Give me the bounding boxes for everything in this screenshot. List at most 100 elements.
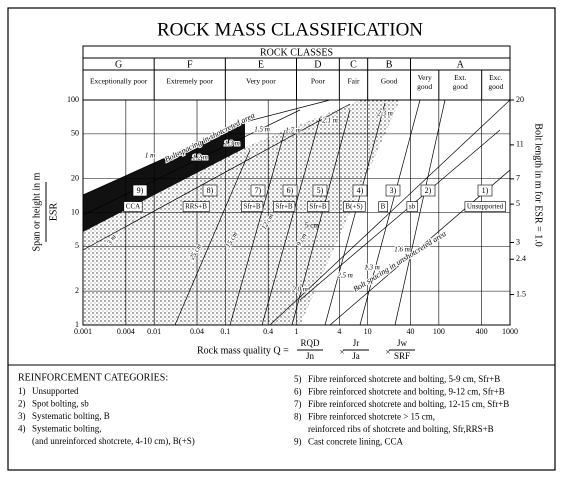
label-box <box>420 184 436 197</box>
y2-tick-label: 1.5 <box>516 289 526 298</box>
category-label: 3) <box>390 186 397 195</box>
y-tick-label: 100 <box>67 95 79 104</box>
category-label: 4) <box>357 186 364 195</box>
y2-tick-label: 3 <box>516 237 520 246</box>
annotation: 1.5 m <box>254 126 270 134</box>
label-box <box>378 201 388 212</box>
y-label: Span or height in m <box>31 172 42 251</box>
label-box <box>132 184 148 197</box>
y2-label: Bolt length in m for ESR = 1.0 <box>533 123 544 246</box>
annotation: 1.6 m <box>394 246 410 254</box>
word: Exc. <box>489 73 503 82</box>
annotation: 2.5 m <box>337 272 353 280</box>
category-code: sb <box>409 203 416 211</box>
category-label: 9) <box>137 186 144 195</box>
x-tick-label: 400 <box>476 327 488 336</box>
operator: × <box>339 347 344 357</box>
label-box <box>282 184 298 197</box>
x-tick-label: 0.001 <box>74 327 92 336</box>
category-code: B <box>381 203 386 211</box>
legend-number: 5) <box>294 374 302 384</box>
legend-text: reinforced ribs of shotcrete and bolting… <box>308 424 494 434</box>
y2-tick-label: 11 <box>516 140 524 149</box>
legend-text: Unsupported <box>32 386 79 396</box>
y-tick-label: 50 <box>71 129 79 138</box>
annotation: Bolt spacing in unshotcreted area <box>352 229 448 294</box>
legend-text: Fibre reinforced shotcrete > 15 cm, <box>308 412 435 422</box>
class-description: Good <box>381 77 398 86</box>
label-box <box>307 201 330 212</box>
y2-tick-label: 2.4 <box>516 254 526 263</box>
class-letter: B <box>386 59 393 70</box>
class-description: Exc. good <box>488 73 503 91</box>
legend-text: Fibre reinforced shotcrete and bolting, … <box>308 374 500 384</box>
numerator: RQD <box>300 338 320 348</box>
label-box <box>352 184 368 197</box>
numerator: Jw <box>397 338 408 348</box>
x-tick-label: 0.4 <box>263 327 273 336</box>
legend-text: (and unreinforced shotcrete, 4-10 cm), B… <box>32 436 195 446</box>
legend-text: Fibre reinforced shotcrete and bolting, … <box>308 399 509 409</box>
class-letter: A <box>457 59 465 70</box>
x-tick-label: 0.04 <box>190 327 204 336</box>
annotation: 2.0 m <box>292 286 308 294</box>
x-tick-label: 10 <box>364 327 372 336</box>
class-letter: D <box>314 59 321 70</box>
legend-number: 9) <box>294 437 302 447</box>
class-description: Fair <box>347 77 360 86</box>
label-box <box>202 184 218 197</box>
category-label: 1) <box>482 186 489 195</box>
label-box <box>182 201 210 212</box>
class-letter: F <box>187 59 193 70</box>
legend-text: Systematic bolting, <box>32 424 102 434</box>
x-tick-label: 0.1 <box>220 327 230 336</box>
legend-number: 6) <box>294 387 302 397</box>
legend-text: Systematic bolting, B <box>32 411 110 421</box>
class-description: Very poor <box>246 77 276 86</box>
legend-number: 3) <box>18 411 26 421</box>
category-code: CCA <box>126 203 140 211</box>
class-description: Extremely poor <box>166 77 213 86</box>
category-code: Sfr+B <box>309 203 327 211</box>
denominator: Jn <box>306 351 315 361</box>
annotation: 2.3 m <box>377 110 393 118</box>
class-letter: G <box>115 59 122 70</box>
legend-number: 2) <box>18 399 26 409</box>
legend-number: 4) <box>18 424 26 434</box>
y-tick-label: 2 <box>75 286 79 295</box>
label-box <box>385 184 401 197</box>
label-box <box>241 201 264 212</box>
label-box <box>123 201 143 212</box>
numerator: Jr <box>353 338 360 348</box>
class-description: Exceptionally poor <box>90 77 148 86</box>
category-label: 5) <box>317 186 324 195</box>
class-letter: C <box>350 59 357 70</box>
legend-number: 1) <box>18 386 26 396</box>
label-box <box>477 184 493 197</box>
y-tick-label: 1 <box>75 320 79 329</box>
label-box <box>343 201 366 212</box>
label-box <box>464 201 506 212</box>
word: Ext. <box>454 73 466 82</box>
category-label: 8) <box>207 186 214 195</box>
legend-text: Cast concrete lining, CCA <box>308 437 403 447</box>
class-description: Ext. good <box>453 73 468 91</box>
x-tick-label: 40 <box>407 327 415 336</box>
annotation: 1.3 m <box>224 140 240 148</box>
category-label: 2) <box>425 186 432 195</box>
category-code: RRS+B <box>185 203 207 211</box>
category-code: Sfr+B <box>243 203 261 211</box>
y2-tick-label: 5 <box>516 199 520 208</box>
label-box <box>273 201 296 212</box>
y2-tick-label: 20 <box>516 95 524 104</box>
class-letter: E <box>258 59 264 70</box>
legend-title: REINFORCEMENT CATEGORIES: <box>18 372 168 383</box>
word: good <box>417 82 432 91</box>
class-description: Poor <box>311 77 326 86</box>
category-code: Sfr+B <box>275 203 293 211</box>
word: good <box>488 82 503 91</box>
class-description: Very good <box>417 73 432 91</box>
category-code: B(+S) <box>345 203 363 211</box>
label-box <box>312 184 328 197</box>
